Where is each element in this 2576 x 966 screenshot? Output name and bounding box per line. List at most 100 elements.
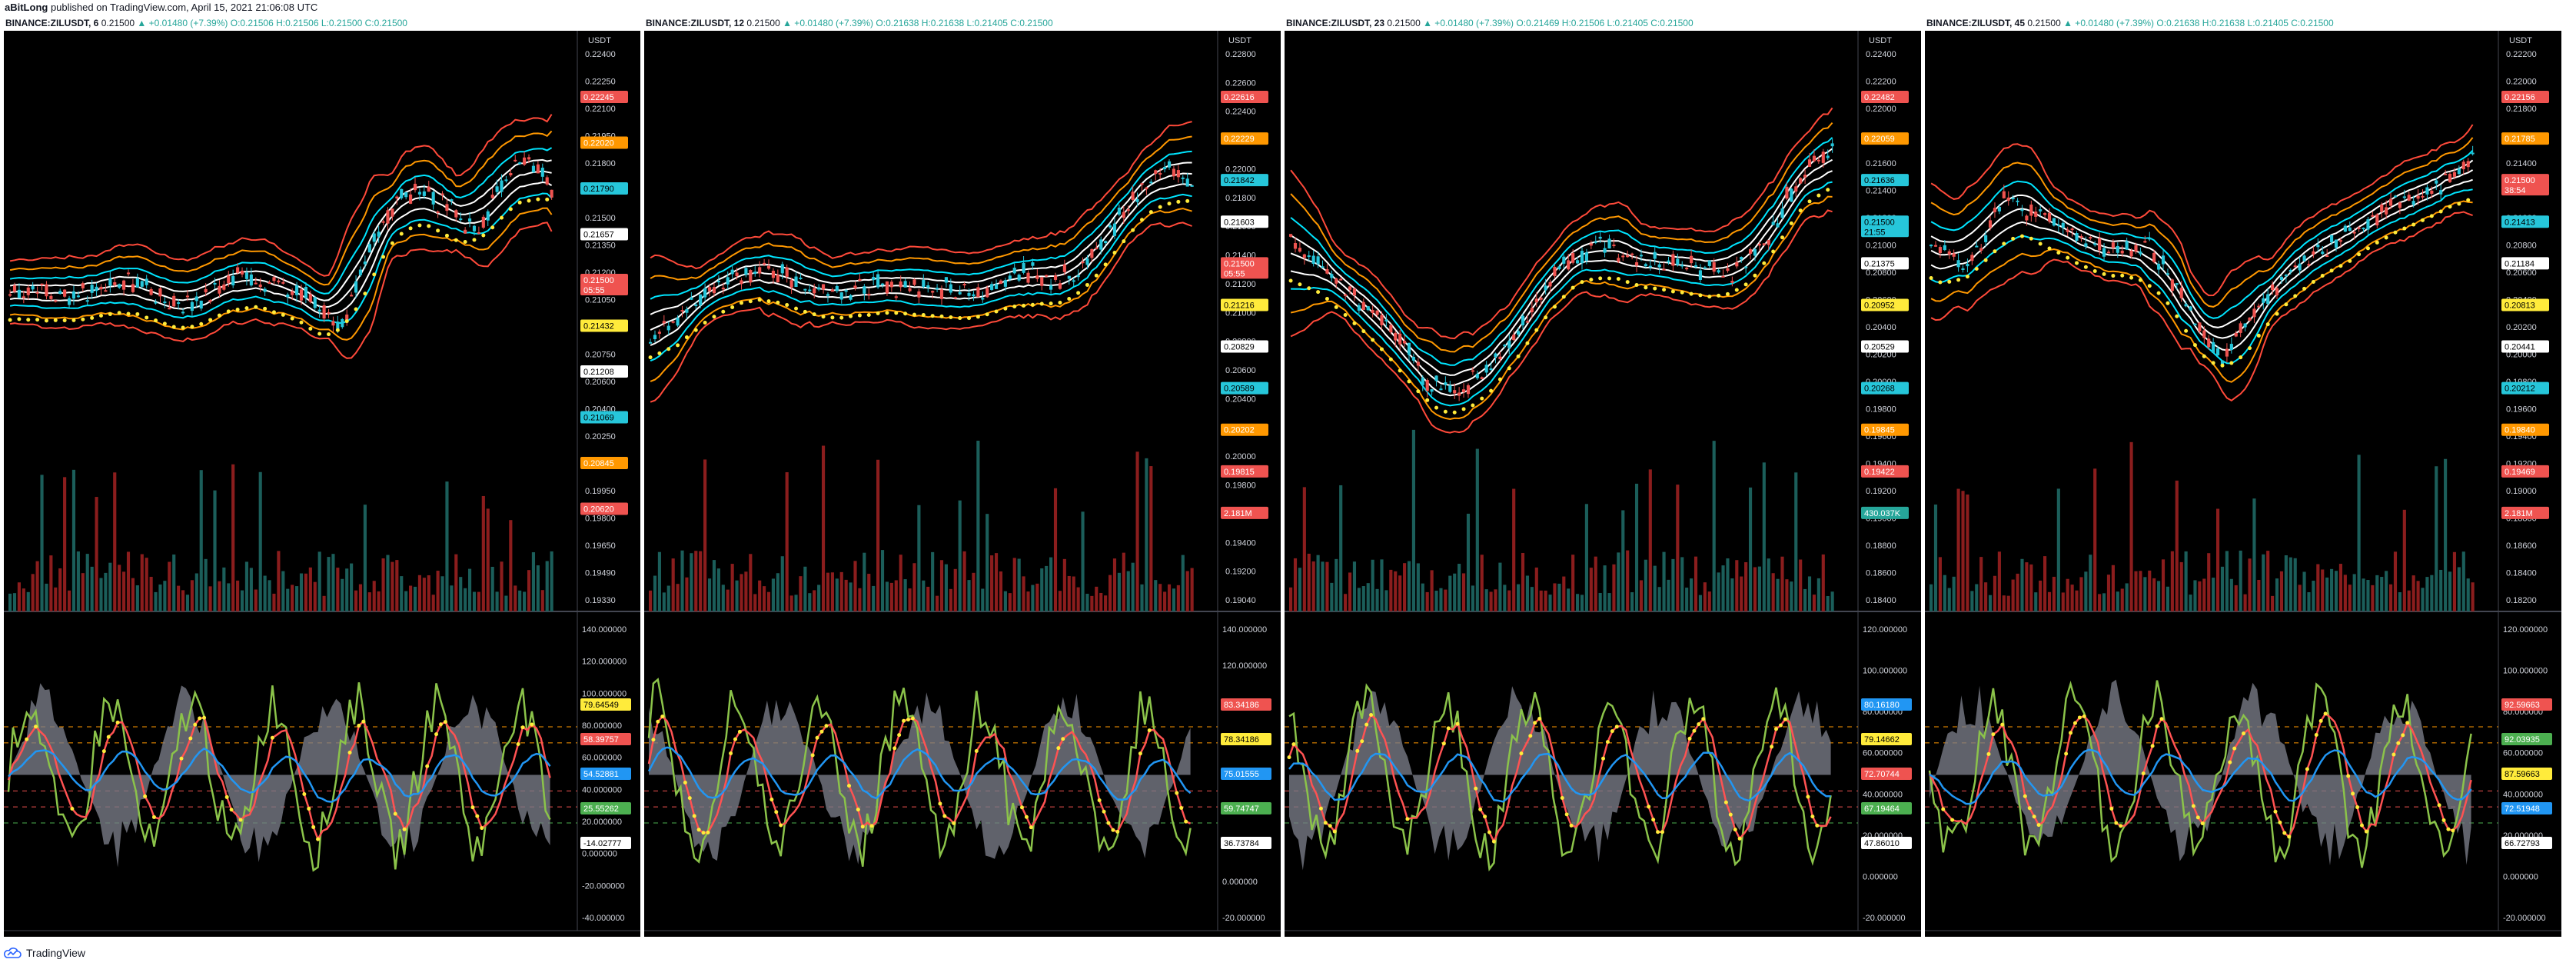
chart-panel[interactable]: 0.224000.222500.221000.219500.218000.216… bbox=[4, 31, 640, 937]
volume-bar bbox=[1439, 588, 1443, 611]
candle-body bbox=[1471, 370, 1474, 372]
signal-dot bbox=[2346, 774, 2351, 778]
candle-body bbox=[2371, 215, 2375, 217]
volume-bar bbox=[1081, 511, 1085, 611]
osc-tick-label: 40.000000 bbox=[582, 785, 622, 794]
volume-bar bbox=[1411, 429, 1416, 611]
price-tick-label: 0.20800 bbox=[2506, 242, 2537, 251]
sar-dot bbox=[2019, 234, 2024, 238]
osc-tick-label: 40.000000 bbox=[2503, 790, 2543, 799]
candle-body bbox=[1694, 265, 1698, 267]
candle-body bbox=[1126, 209, 1130, 212]
sar-dot bbox=[1094, 273, 1099, 278]
volume-bar bbox=[1530, 587, 1534, 611]
volume-bar bbox=[1757, 566, 1761, 611]
osc-badge bbox=[2501, 802, 2552, 814]
price-tick-label: 0.20250 bbox=[585, 432, 616, 441]
candle-body bbox=[1131, 192, 1135, 200]
volume-bar bbox=[2307, 592, 2311, 611]
author-name[interactable]: aBitLong bbox=[5, 2, 48, 13]
sar-dot bbox=[1634, 282, 1639, 287]
price-tick-label: 0.18400 bbox=[1866, 596, 1896, 605]
candle-body bbox=[844, 290, 848, 292]
signal-dot bbox=[2077, 715, 2082, 720]
candle-body bbox=[2006, 197, 2010, 201]
volume-bar bbox=[1966, 494, 1969, 611]
sar-dot bbox=[1067, 297, 1072, 301]
sar-dot bbox=[1158, 205, 1162, 209]
candle-body bbox=[1302, 254, 1306, 258]
chart-panel[interactable]: 0.222000.220000.218000.216000.214000.212… bbox=[1925, 31, 2561, 937]
sar-dot bbox=[2029, 236, 2033, 241]
sar-dot bbox=[939, 314, 944, 318]
volume-bar bbox=[2444, 458, 2448, 611]
sar-dot bbox=[1734, 288, 1739, 292]
volume-bar bbox=[2266, 551, 2270, 611]
sar-dot bbox=[885, 311, 889, 315]
candle-body bbox=[1403, 341, 1407, 344]
sar-dot bbox=[2211, 361, 2215, 365]
tradingview-cloud-icon[interactable] bbox=[3, 948, 22, 958]
volume-bar bbox=[1031, 585, 1035, 611]
low-value: L:0.21405 bbox=[2247, 18, 2288, 28]
candle-body bbox=[885, 281, 889, 294]
volume-bar bbox=[236, 580, 240, 611]
price-badge-text: 0.21636 bbox=[1864, 176, 1895, 185]
osc-badge bbox=[580, 733, 631, 745]
sar-dot bbox=[1497, 377, 1502, 381]
candle-body bbox=[163, 301, 167, 304]
candle-body bbox=[1816, 159, 1820, 162]
price-badge-text: 0.21375 bbox=[1864, 259, 1895, 268]
candle-body bbox=[204, 288, 208, 293]
sar-dot bbox=[2402, 226, 2407, 231]
volume-bar bbox=[2152, 578, 2156, 611]
volume-bar bbox=[113, 472, 117, 611]
signal-dot bbox=[2401, 733, 2405, 738]
volume-bar bbox=[1444, 589, 1448, 611]
volume-bar bbox=[2020, 558, 2024, 611]
volume-bar bbox=[1289, 587, 1293, 611]
volume-bar bbox=[1099, 592, 1103, 611]
candle-body bbox=[1507, 341, 1511, 348]
volume-bar bbox=[2220, 566, 2225, 611]
price-badge-text: 0.21208 bbox=[583, 368, 614, 377]
candle-body bbox=[2321, 251, 2325, 255]
brand-label[interactable]: TradingView bbox=[26, 947, 86, 959]
signal-dot bbox=[1111, 828, 1115, 832]
candle-body bbox=[2338, 240, 2343, 242]
sar-dot bbox=[408, 226, 413, 231]
sar-dot bbox=[1361, 329, 1366, 334]
volume-bar bbox=[2343, 575, 2347, 611]
sar-dot bbox=[481, 233, 486, 238]
candle-body bbox=[999, 280, 1003, 284]
sar-dot bbox=[1288, 278, 1293, 283]
sar-dot bbox=[666, 347, 671, 351]
osc-badge bbox=[1221, 768, 1271, 780]
volume-bar bbox=[1366, 583, 1370, 611]
volume-bar bbox=[2229, 578, 2233, 611]
volume-bar bbox=[427, 575, 430, 611]
sar-dot bbox=[2457, 202, 2461, 206]
volume-bar bbox=[1584, 504, 1588, 611]
candle-body bbox=[172, 295, 176, 307]
sar-dot bbox=[381, 255, 386, 259]
sar-dot bbox=[1525, 341, 1530, 345]
sar-dot bbox=[472, 238, 477, 242]
volume-bar bbox=[304, 573, 307, 611]
signal-dot bbox=[1687, 736, 1692, 741]
volume-bar bbox=[1375, 588, 1379, 611]
volume-bar bbox=[1062, 558, 1066, 611]
candle-body bbox=[1821, 152, 1825, 163]
signal-dot bbox=[2446, 827, 2451, 831]
chart-panel[interactable]: 0.224000.222000.220000.218000.216000.214… bbox=[1285, 31, 1921, 937]
chart-panel[interactable]: 0.228000.226000.224000.222000.220000.218… bbox=[644, 31, 1281, 937]
sar-dot bbox=[81, 317, 85, 321]
candle-body bbox=[1794, 186, 1798, 192]
signal-dot bbox=[2396, 741, 2401, 745]
sar-dot bbox=[1316, 290, 1321, 295]
volume-bar bbox=[730, 564, 734, 611]
candle-body bbox=[649, 341, 653, 344]
volume-bar bbox=[1557, 583, 1561, 611]
candle-body bbox=[1603, 248, 1607, 253]
volume-bar bbox=[1947, 588, 1951, 611]
